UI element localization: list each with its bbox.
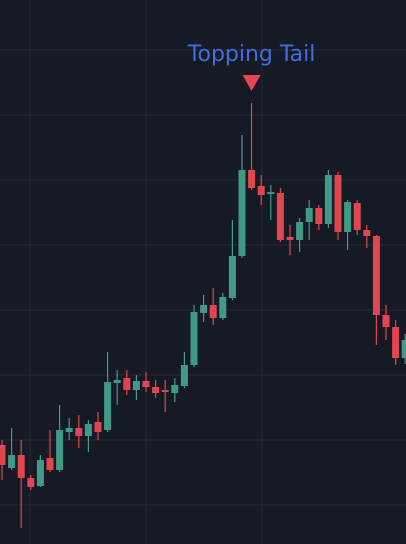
candle-body xyxy=(190,312,198,365)
candle-body xyxy=(132,381,140,390)
candle-body xyxy=(353,203,361,230)
candle-body xyxy=(56,430,64,470)
candle-body xyxy=(94,422,102,432)
candle-body xyxy=(296,222,304,240)
candle-body xyxy=(171,385,179,393)
candle-body xyxy=(180,365,188,386)
candle-body xyxy=(267,192,275,194)
candle-body xyxy=(257,186,265,195)
candle-body xyxy=(84,424,92,436)
candle-body xyxy=(65,428,73,432)
candle-body xyxy=(17,455,25,478)
candle-body xyxy=(123,378,131,390)
candle-body xyxy=(363,230,371,236)
candle-body xyxy=(344,202,352,232)
candle-body xyxy=(27,478,35,487)
candle-body xyxy=(305,208,313,222)
candle-body xyxy=(46,458,54,470)
candle-body xyxy=(392,327,400,358)
candle-body xyxy=(36,460,44,486)
candle-body xyxy=(0,445,6,465)
candle-body xyxy=(238,170,246,256)
candle-body xyxy=(152,387,160,393)
candle-body xyxy=(401,340,406,358)
candle-body xyxy=(315,208,323,224)
candle-body xyxy=(286,237,294,240)
candle-body xyxy=(8,455,16,468)
candle-body xyxy=(113,380,121,383)
candle-body xyxy=(75,428,83,436)
candle-body xyxy=(248,170,256,188)
candle-body xyxy=(372,236,380,315)
candle-body xyxy=(276,193,284,240)
annotation-marker xyxy=(242,75,261,91)
candle-body xyxy=(200,305,208,313)
candle-body xyxy=(324,175,332,224)
candle-body xyxy=(142,381,150,387)
candle-body xyxy=(219,297,227,318)
candle-body xyxy=(382,315,390,327)
candle-body xyxy=(334,175,342,232)
candle-body xyxy=(161,390,169,392)
annotation: Topping Tail xyxy=(187,42,316,67)
candle-body xyxy=(209,305,217,318)
candle-body xyxy=(228,256,236,298)
candle-body xyxy=(104,382,112,430)
